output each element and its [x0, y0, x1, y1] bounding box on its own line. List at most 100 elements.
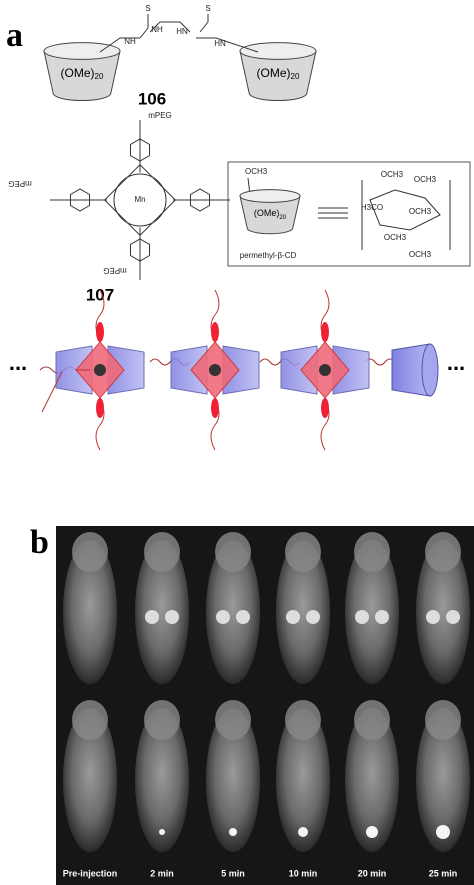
cd-rim — [421, 343, 439, 397]
group-label: OCH3 — [381, 170, 404, 179]
cd-label: (OMe)20 — [254, 208, 287, 220]
cd-label-subscript: 20 — [279, 215, 286, 221]
bladder — [159, 829, 165, 835]
ellipsis: ... — [447, 350, 465, 375]
peg-bead — [211, 398, 219, 418]
cd-label-subscript: 20 — [95, 72, 104, 81]
time-label: 10 min — [289, 868, 318, 878]
peg-label: mPEG — [8, 179, 32, 188]
mn-center — [319, 364, 331, 376]
group-label: OCH3 — [409, 207, 432, 216]
mri-body — [345, 708, 399, 852]
bladder — [366, 826, 378, 838]
mri-body — [206, 708, 260, 852]
bond — [199, 21, 209, 33]
atom-label: S — [205, 4, 210, 13]
bond — [149, 21, 161, 33]
cyclodextrin-rim — [43, 42, 121, 60]
kidney — [216, 610, 230, 624]
group-label: OCH3 — [384, 233, 407, 242]
cyclodextrin — [43, 50, 121, 102]
bladder — [229, 828, 237, 836]
mri-body — [345, 540, 399, 684]
cd-label-text: (OMe) — [254, 208, 280, 218]
compound-number: 107 — [86, 285, 114, 304]
phenyl — [189, 188, 211, 212]
kidney — [236, 610, 250, 624]
peg-bead — [96, 322, 104, 342]
mri-body — [63, 540, 117, 684]
porphyrin-ring — [113, 173, 167, 227]
peg-label: mPEG — [103, 266, 127, 275]
atom-label: S — [145, 4, 150, 13]
mn-center — [94, 364, 106, 376]
peg-bead — [321, 322, 329, 342]
mri-head — [354, 700, 390, 740]
phenyl — [69, 188, 91, 212]
mri-body — [276, 708, 330, 852]
kidney — [375, 610, 389, 624]
mri-body — [135, 708, 189, 852]
mri-head — [215, 532, 251, 572]
mn-center — [209, 364, 221, 376]
group-label: OCH3 — [409, 250, 432, 259]
bond — [99, 37, 121, 53]
mri-background — [56, 526, 474, 885]
mri-head — [72, 700, 108, 740]
peg-chain — [41, 369, 90, 413]
inset-caption: permethyl-β-CD — [240, 251, 297, 260]
atom-label: HN — [214, 39, 226, 48]
mri-body — [135, 540, 189, 684]
panel-label: a — [6, 17, 23, 54]
time-label: 5 min — [221, 868, 245, 878]
cyclodextrin — [239, 50, 317, 102]
group-label: OCH3 — [245, 167, 268, 176]
kidney — [165, 610, 179, 624]
cyclodextrin — [239, 195, 301, 235]
cd-label: (OMe)20 — [61, 66, 104, 81]
kidney — [306, 610, 320, 624]
group-label: OCH3 — [414, 175, 437, 184]
mri-head — [144, 700, 180, 740]
inset-box — [227, 161, 471, 267]
cyclodextrin-rim — [239, 42, 317, 60]
mri-head — [285, 700, 321, 740]
atom-label: HN — [176, 27, 188, 36]
kidney — [286, 610, 300, 624]
glucose-ring — [369, 189, 441, 231]
kidney — [145, 610, 159, 624]
mri-head — [425, 700, 461, 740]
metal-label: Mn — [134, 195, 145, 204]
bond — [139, 27, 149, 39]
mri-head — [285, 532, 321, 572]
atom-label: NH — [151, 25, 163, 34]
time-label: 2 min — [150, 868, 174, 878]
bladder — [436, 825, 450, 839]
peg-label: mPEG — [148, 111, 172, 120]
mri-head — [144, 532, 180, 572]
kidney — [426, 610, 440, 624]
kidney — [355, 610, 369, 624]
cd-label-text: (OMe) — [257, 66, 291, 80]
mri-head — [425, 532, 461, 572]
mri-head — [72, 532, 108, 572]
mri-body — [276, 540, 330, 684]
mri-head — [354, 532, 390, 572]
peg-bead — [211, 322, 219, 342]
peg-bead — [321, 398, 329, 418]
mri-body — [416, 540, 470, 684]
cyclodextrin-rim — [239, 189, 301, 203]
time-label: Pre-injection — [63, 868, 118, 878]
bond — [215, 37, 259, 53]
porphyrin-core — [103, 163, 177, 237]
ellipsis: ... — [9, 350, 27, 375]
cd-label-subscript: 20 — [291, 72, 300, 81]
mri-body — [416, 708, 470, 852]
kidney — [446, 610, 460, 624]
mri-head — [215, 700, 251, 740]
group-label: H3CO — [361, 203, 383, 212]
peg-bead — [96, 398, 104, 418]
cd-label: (OMe)20 — [257, 66, 300, 81]
compound-number: 106 — [138, 89, 166, 108]
